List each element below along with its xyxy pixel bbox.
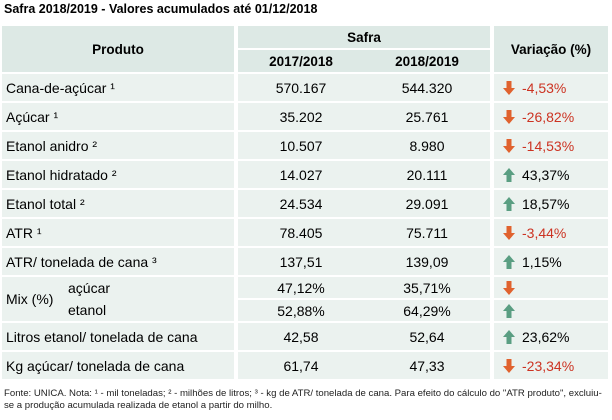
value-2018-cell: 52,64 [364,323,490,350]
value-2017-cell: 47,12% [238,277,364,298]
header-2017-2018: 2017/2018 [238,50,364,72]
variation-cell: -26,82% [490,103,608,130]
variation-cell: 1,15% [490,248,608,275]
value-2017-cell: 35.202 [238,103,364,130]
mix-row-etanol: 52,88% 64,29% [2,300,608,321]
variation-cell: -23,34% [490,352,608,379]
arrow-down-icon [502,109,516,125]
variation-cell: -3,44% [490,219,608,246]
table-row: Etanol anidro ² 10.507 8.980 -14,53% [2,132,608,159]
value-2017-cell: 61,74 [238,352,364,379]
value-2018-cell: 8.980 [364,132,490,159]
value-2018-cell: 35,71% [364,277,490,298]
product-cell: Etanol total ² [2,190,238,217]
arrow-down-icon [502,80,516,96]
value-2018-cell: 64,29% [364,300,490,321]
variation-value: 23,62% [522,329,570,346]
product-cell: Açúcar ¹ [2,103,238,130]
value-2018-cell: 544.320 [364,74,490,101]
variation-value: -4,53% [522,80,567,97]
footnote: Fonte: UNICA. Nota: ¹ - mil toneladas; ²… [4,388,602,411]
value-2018-cell: 29.091 [364,190,490,217]
product-cell: ATR/ tonelada de cana ³ [2,248,238,275]
header-safra: Safra [238,26,490,48]
variation-cell [490,300,608,321]
value-2017-cell: 10.507 [238,132,364,159]
table-row: Açúcar ¹ 35.202 25.761 -26,82% [2,103,608,130]
product-cell: Etanol hidratado ² [2,161,238,188]
value-2017-cell: 570.167 [238,74,364,101]
value-2017-cell: 137,51 [238,248,364,275]
table-title: Safra 2018/2019 - Valores acumulados até… [4,2,318,16]
arrow-down-icon [502,225,516,241]
variation-cell: 23,62% [490,323,608,350]
value-2017-cell: 42,58 [238,323,364,350]
value-2017-cell: 78.405 [238,219,364,246]
arrow-up-icon [502,254,516,270]
variation-cell [490,277,608,298]
mix-row-acucar: Mix (%) açúcar etanol 47,12% 35,71% [2,277,608,321]
product-cell: Etanol anidro ² [2,132,238,159]
arrow-up-icon [502,167,516,183]
table-row: Litros etanol/ tonelada de cana 42,58 52… [2,323,608,350]
header-variation: Variação (%) [490,26,608,72]
header-product: Produto [2,26,238,72]
arrow-down-icon [502,280,516,296]
arrow-up-icon [502,329,516,345]
value-2018-cell: 25.761 [364,103,490,130]
value-2017-cell: 24.534 [238,190,364,217]
value-2018-cell: 47,33 [364,352,490,379]
value-2018-cell: 20.111 [364,161,490,188]
arrow-up-icon [502,303,516,319]
value-2017-cell: 52,88% [238,300,364,321]
table-row: Etanol hidratado ² 14.027 20.111 43,37% [2,161,608,188]
variation-value: -26,82% [522,109,575,126]
table-row: Etanol total ² 24.534 29.091 18,57% [2,190,608,217]
product-cell: Litros etanol/ tonelada de cana [2,323,238,350]
mix-label: Mix (%) [6,291,54,307]
product-cell: Cana-de-açúcar ¹ [2,74,238,101]
table-row: ATR/ tonelada de cana ³ 137,51 139,09 1,… [2,248,608,275]
product-cell: ATR ¹ [2,219,238,246]
variation-cell: -14,53% [490,132,608,159]
value-2017-cell: 14.027 [238,161,364,188]
variation-value: -3,44% [522,225,567,242]
table-row: Cana-de-açúcar ¹ 570.167 544.320 -4,53% [2,74,608,101]
variation-value: 43,37% [522,167,570,184]
safra-table: Produto Safra Variação (%) 2017/2018 201… [2,24,608,381]
variation-value: 18,57% [522,196,570,213]
table-row: Kg açúcar/ tonelada de cana 61,74 47,33 … [2,352,608,379]
mix-cell: Mix (%) açúcar etanol [2,277,238,321]
arrow-down-icon [502,358,516,374]
variation-cell: 18,57% [490,190,608,217]
product-cell: Kg açúcar/ tonelada de cana [2,352,238,379]
arrow-up-icon [502,196,516,212]
arrow-down-icon [502,138,516,154]
mix-sub-acucar: açúcar [68,280,111,296]
variation-cell: 43,37% [490,161,608,188]
value-2018-cell: 75.711 [364,219,490,246]
header-2018-2019: 2018/2019 [364,50,490,72]
variation-cell: -4,53% [490,74,608,101]
value-2018-cell: 139,09 [364,248,490,275]
mix-sub-etanol: etanol [68,302,107,318]
variation-value: -23,34% [522,358,575,375]
variation-value: -14,53% [522,138,575,155]
variation-value: 1,15% [522,254,562,271]
table-row: ATR ¹ 78.405 75.711 -3,44% [2,219,608,246]
